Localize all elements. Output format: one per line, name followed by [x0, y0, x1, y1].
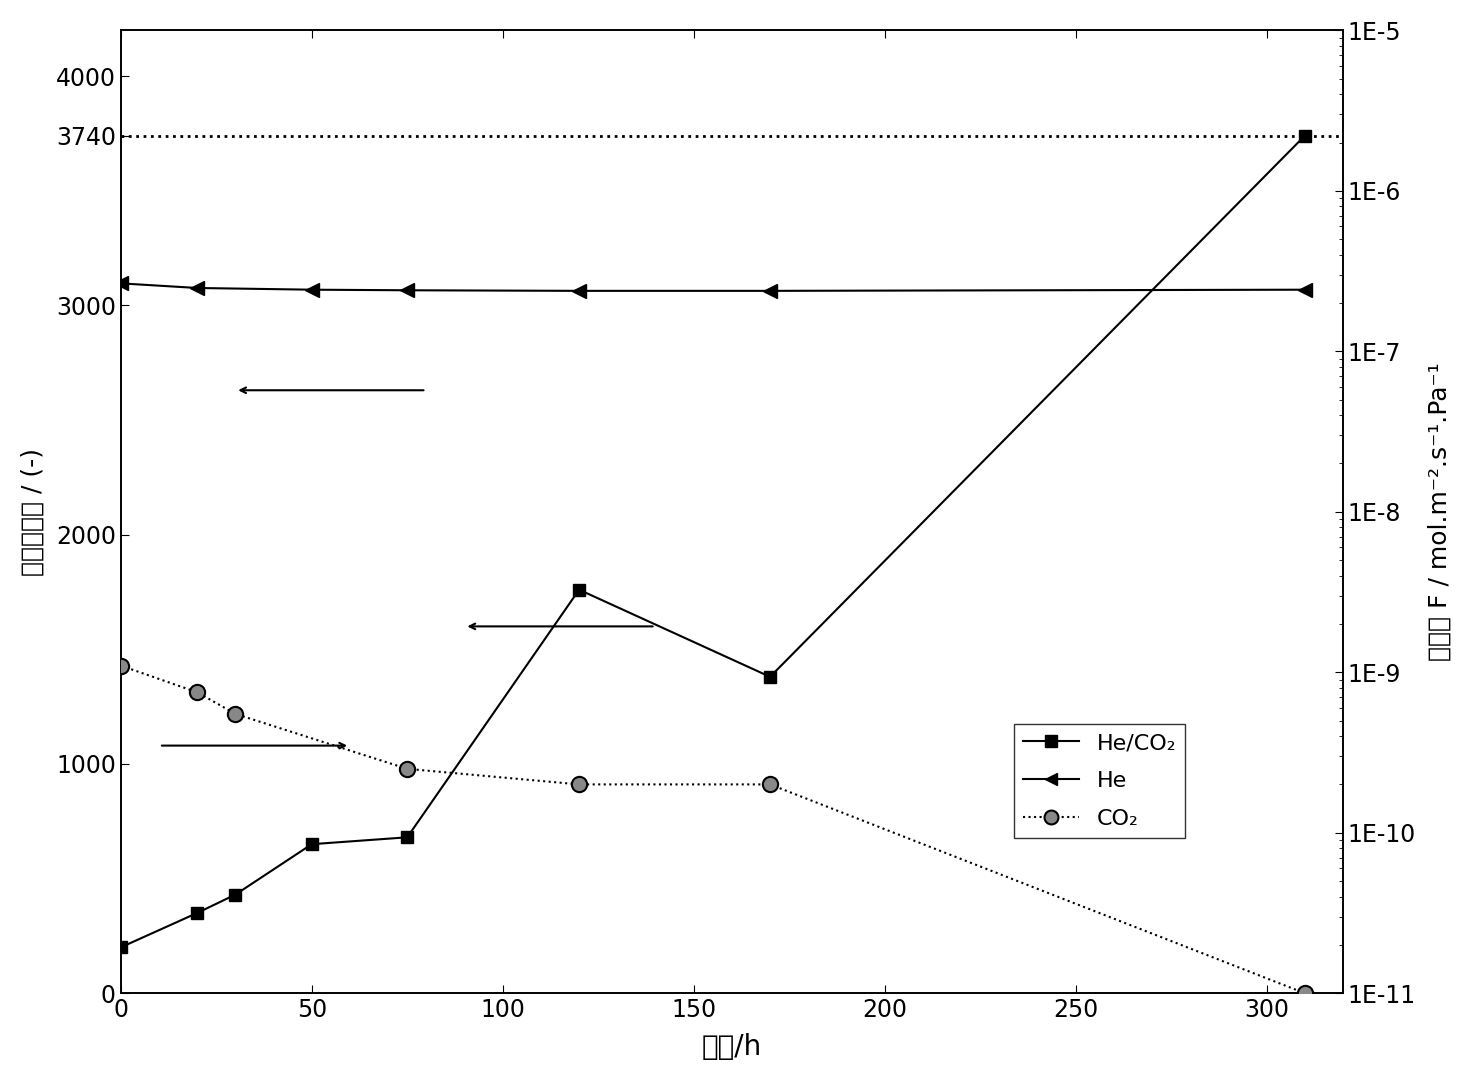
X-axis label: 时间/h: 时间/h — [702, 1033, 762, 1061]
Y-axis label: 渗透王 F / mol.m⁻².s⁻¹.Pa⁻¹: 渗透王 F / mol.m⁻².s⁻¹.Pa⁻¹ — [1428, 362, 1451, 661]
Legend: He/CO₂, He, CO₂: He/CO₂, He, CO₂ — [1014, 724, 1185, 837]
Y-axis label: 理想选择性 / (-): 理想选择性 / (-) — [21, 448, 44, 576]
